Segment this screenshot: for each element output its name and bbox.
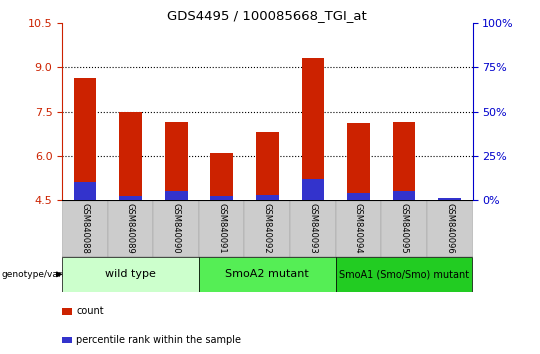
Text: GSM840088: GSM840088	[80, 203, 90, 254]
Bar	[336, 200, 381, 257]
Bar	[438, 198, 461, 200]
Bar	[301, 58, 325, 200]
Text: GSM840089: GSM840089	[126, 203, 135, 253]
Bar	[62, 257, 199, 292]
Text: SmoA1 (Smo/Smo) mutant: SmoA1 (Smo/Smo) mutant	[339, 269, 469, 279]
Bar	[199, 200, 245, 257]
Bar	[165, 191, 187, 200]
Text: wild type: wild type	[105, 269, 156, 279]
Title: GDS4495 / 100085668_TGI_at: GDS4495 / 100085668_TGI_at	[167, 9, 367, 22]
Text: GSM840092: GSM840092	[263, 203, 272, 253]
Bar	[256, 195, 279, 200]
Bar	[210, 153, 233, 200]
Bar	[347, 123, 370, 200]
Bar	[301, 179, 325, 200]
Text: GSM840096: GSM840096	[445, 203, 454, 253]
Bar	[438, 199, 461, 200]
Text: genotype/variation: genotype/variation	[1, 270, 87, 279]
Bar	[347, 193, 370, 200]
Bar	[381, 200, 427, 257]
Bar	[210, 196, 233, 200]
Bar	[119, 112, 142, 200]
Bar	[245, 200, 290, 257]
Bar	[393, 191, 415, 200]
Text: GSM840094: GSM840094	[354, 203, 363, 253]
Text: count: count	[77, 307, 104, 316]
Bar	[62, 337, 72, 343]
Text: SmoA2 mutant: SmoA2 mutant	[225, 269, 309, 279]
Bar	[62, 308, 72, 315]
Bar	[427, 200, 472, 257]
Bar	[62, 200, 107, 257]
Bar	[107, 200, 153, 257]
Bar	[153, 200, 199, 257]
Text: GSM840091: GSM840091	[217, 203, 226, 253]
Text: GSM840093: GSM840093	[308, 203, 318, 253]
Bar	[336, 257, 472, 292]
Bar	[290, 200, 336, 257]
Bar	[165, 122, 187, 200]
Text: GSM840090: GSM840090	[172, 203, 180, 253]
Bar	[119, 196, 142, 200]
Bar	[199, 257, 336, 292]
Bar	[73, 78, 96, 200]
Bar	[73, 182, 96, 200]
Bar	[256, 132, 279, 200]
Text: GSM840095: GSM840095	[400, 203, 409, 253]
Bar	[393, 122, 415, 200]
Text: percentile rank within the sample: percentile rank within the sample	[77, 335, 241, 345]
